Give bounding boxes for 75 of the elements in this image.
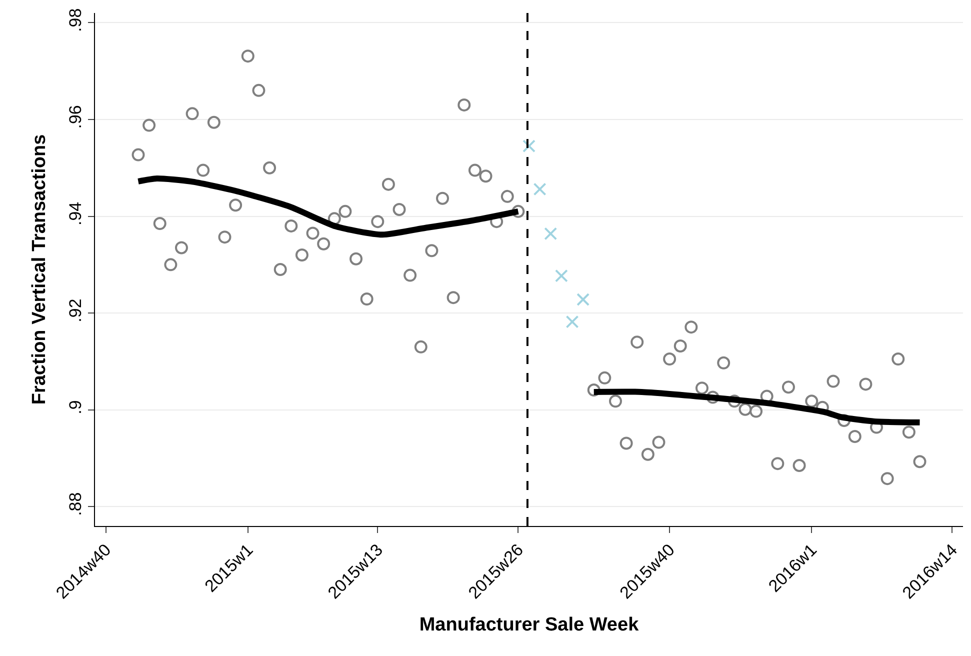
- point: [360, 292, 374, 306]
- point: [218, 230, 232, 244]
- point: [207, 116, 220, 129]
- x-axis-title: Manufacturer Sale Week: [419, 614, 640, 636]
- point: [174, 241, 188, 254]
- point: [295, 248, 308, 262]
- point: [566, 315, 579, 328]
- point: [142, 118, 156, 132]
- point: [738, 402, 752, 416]
- point: [892, 352, 905, 366]
- y-tick-label: .88: [66, 492, 86, 516]
- point: [674, 339, 687, 352]
- point: [436, 192, 450, 205]
- point: [317, 237, 330, 250]
- point: [859, 378, 872, 391]
- y-tick-label: .94: [66, 202, 86, 226]
- point: [186, 107, 199, 120]
- point: [153, 217, 166, 230]
- point: [500, 190, 514, 203]
- point: [392, 202, 406, 216]
- point: [371, 215, 384, 228]
- point: [533, 182, 546, 196]
- point: [196, 164, 210, 177]
- point: [620, 436, 633, 450]
- point: [848, 430, 862, 443]
- point: [479, 170, 492, 183]
- y-axis-title: Fraction Vertical Transactions: [29, 134, 50, 405]
- point: [587, 384, 600, 397]
- point: [425, 244, 438, 258]
- point: [164, 258, 178, 272]
- point: [695, 382, 708, 395]
- point: [522, 140, 536, 153]
- point: [252, 84, 266, 97]
- point: [771, 457, 784, 470]
- point: [663, 352, 676, 366]
- point: [880, 472, 894, 486]
- point: [382, 178, 395, 191]
- point: [630, 336, 644, 349]
- point: [598, 371, 612, 384]
- y-tick-label: .92: [66, 298, 86, 322]
- point: [608, 394, 622, 408]
- point: [576, 293, 590, 306]
- point: [826, 374, 840, 388]
- point: [446, 291, 460, 304]
- point: [404, 268, 417, 282]
- point: [641, 448, 654, 461]
- point: [468, 164, 482, 177]
- point: [414, 340, 428, 354]
- point: [284, 219, 298, 232]
- point: [132, 148, 145, 162]
- y-tick-label: .9: [66, 400, 86, 414]
- point: [306, 226, 320, 240]
- point: [350, 252, 363, 266]
- point: [902, 426, 916, 439]
- y-tick-label: .96: [66, 105, 86, 129]
- point: [512, 204, 525, 218]
- point: [241, 50, 254, 63]
- point: [792, 459, 806, 472]
- point: [805, 394, 818, 408]
- point: [263, 161, 276, 174]
- point: [760, 390, 774, 403]
- point: [913, 455, 926, 468]
- point: [782, 380, 795, 394]
- point: [750, 404, 763, 418]
- point: [229, 198, 242, 212]
- point: [338, 204, 352, 218]
- point: [652, 436, 666, 449]
- point: [684, 320, 698, 334]
- y-tick-label: .98: [66, 8, 86, 32]
- point: [274, 263, 287, 276]
- point: [544, 227, 558, 240]
- point: [328, 212, 341, 226]
- point: [458, 98, 471, 112]
- point: [554, 269, 568, 282]
- point: [717, 356, 730, 370]
